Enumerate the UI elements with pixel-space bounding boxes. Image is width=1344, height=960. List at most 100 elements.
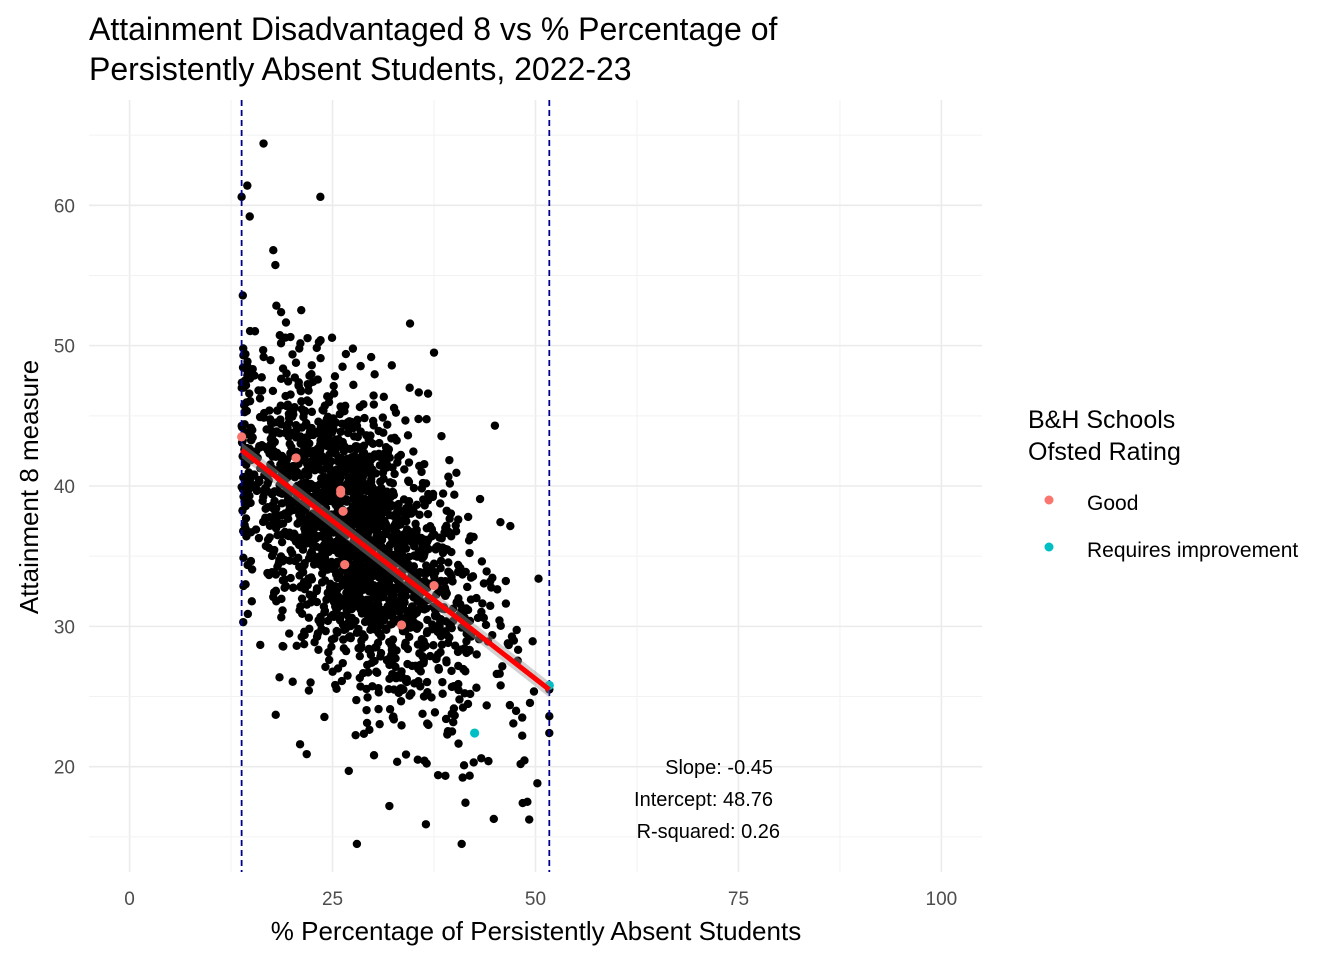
background-point: [362, 718, 372, 728]
background-point: [346, 633, 355, 643]
background-point: [332, 557, 342, 567]
background-point: [295, 606, 304, 615]
legend-label-requires-improvement: Requires improvement: [1087, 539, 1298, 562]
background-point: [463, 512, 473, 522]
background-point: [418, 478, 428, 488]
background-point: [363, 660, 372, 670]
background-point: [449, 682, 459, 691]
background-point: [302, 435, 311, 445]
background-point: [379, 428, 388, 437]
background-point: [313, 427, 323, 437]
background-point: [293, 519, 302, 528]
background-point: [379, 392, 389, 402]
background-point: [240, 490, 250, 499]
background-point: [465, 689, 475, 699]
background-point: [312, 632, 322, 641]
background-point: [396, 697, 406, 706]
background-point: [486, 601, 495, 611]
background-point: [525, 815, 534, 824]
annotation-slope: Slope: -0.45: [665, 757, 773, 779]
background-point: [316, 192, 325, 202]
background-point: [498, 662, 507, 671]
background-point: [421, 569, 430, 579]
background-point: [255, 443, 264, 452]
background-point: [366, 523, 375, 533]
background-point: [238, 291, 248, 300]
background-point: [312, 584, 322, 593]
background-point: [266, 355, 275, 365]
background-point: [375, 570, 385, 579]
background-point: [385, 801, 394, 811]
background-point: [365, 460, 374, 470]
annotation-intercept: Intercept: 48.76: [634, 789, 773, 811]
background-point: [376, 545, 385, 554]
background-point: [325, 655, 334, 665]
background-point: [347, 577, 357, 586]
background-point: [356, 361, 365, 371]
background-point: [373, 610, 383, 620]
background-point: [477, 557, 487, 566]
background-point: [404, 458, 414, 467]
background-point: [418, 544, 428, 553]
y-tick-label: 60: [54, 196, 75, 217]
background-point: [282, 401, 291, 411]
background-point: [358, 455, 367, 464]
background-point: [372, 668, 382, 677]
background-point: [239, 351, 248, 360]
background-point: [312, 597, 322, 607]
background-point: [289, 404, 299, 414]
background-point: [354, 508, 364, 518]
background-point: [387, 434, 396, 443]
background-point: [468, 572, 478, 581]
background-point: [449, 717, 458, 727]
background-point: [529, 687, 539, 696]
background-point: [545, 711, 554, 721]
background-point: [300, 627, 309, 636]
background-point: [300, 486, 309, 496]
background-point: [347, 541, 357, 551]
background-point: [297, 305, 306, 315]
background-point: [277, 537, 287, 547]
background-point: [259, 413, 269, 422]
background-point: [374, 628, 383, 638]
background-point: [343, 671, 352, 680]
background-point: [247, 597, 257, 606]
background-point: [472, 650, 481, 659]
background-point: [454, 739, 463, 748]
background-point: [505, 700, 515, 710]
background-point: [271, 710, 280, 719]
background-point: [356, 560, 366, 569]
background-point: [282, 369, 291, 378]
background-point: [501, 599, 511, 608]
background-point: [352, 839, 362, 849]
background-point: [404, 496, 414, 506]
legend-key-requires-improvement: [1044, 542, 1054, 552]
background-point: [359, 729, 369, 738]
background-point: [422, 537, 432, 547]
background-point: [278, 510, 288, 520]
background-point: [280, 527, 290, 537]
background-point: [362, 684, 371, 694]
background-point: [237, 482, 246, 492]
series-point-requires-improvement: [470, 728, 480, 738]
background-point: [465, 771, 474, 780]
background-point: [341, 458, 351, 467]
background-point: [244, 468, 253, 477]
background-point: [286, 332, 295, 342]
background-point: [420, 756, 429, 765]
background-point: [442, 630, 451, 640]
background-point: [321, 564, 330, 573]
background-point: [318, 552, 327, 561]
background-point: [278, 606, 287, 615]
background-point: [444, 472, 453, 481]
background-point: [366, 494, 376, 504]
background-point: [430, 610, 440, 620]
background-point: [277, 613, 286, 622]
background-point: [303, 333, 312, 343]
background-point: [245, 396, 255, 406]
y-tick-label: 40: [54, 477, 75, 498]
background-point: [429, 559, 439, 568]
background-point: [307, 575, 317, 584]
background-point: [276, 460, 285, 469]
background-point: [327, 439, 336, 449]
